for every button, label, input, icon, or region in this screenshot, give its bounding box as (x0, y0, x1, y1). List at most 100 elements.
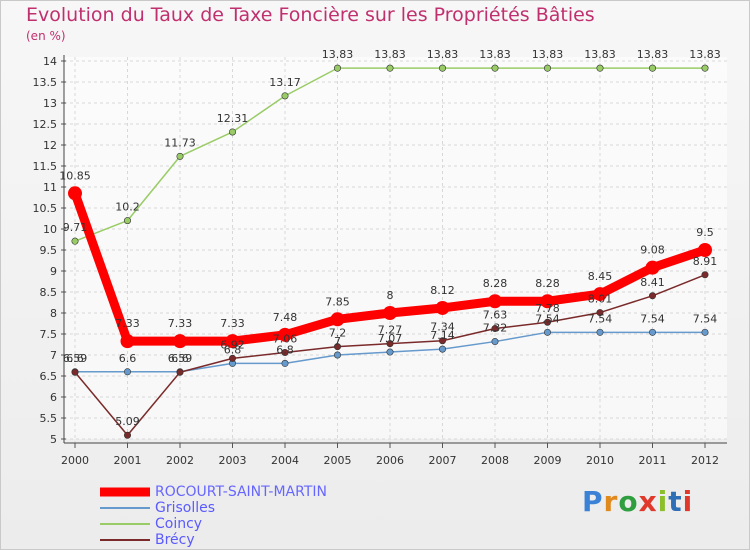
data-point (229, 354, 237, 362)
data-point (488, 294, 502, 309)
data-point (281, 359, 289, 367)
data-point (386, 348, 394, 356)
data-label: 7.54 (693, 312, 718, 325)
data-label: 8.28 (535, 277, 560, 290)
logo-letter: i (682, 485, 694, 518)
data-label: 6.6 (66, 352, 84, 365)
data-label: 13.83 (584, 48, 616, 61)
data-point (438, 64, 446, 72)
data-point (124, 431, 132, 439)
y-tick-label: 10 (43, 223, 57, 236)
data-label: 7.48 (273, 311, 298, 324)
data-point (71, 368, 79, 376)
data-label: 13.83 (427, 48, 459, 61)
data-point (701, 328, 709, 336)
proxiti-logo: Proxiti (582, 485, 693, 518)
data-point (281, 348, 289, 356)
data-point (278, 327, 292, 342)
y-tick-label: 11.5 (33, 160, 58, 173)
legend: ROCOURT-SAINT-MARTIN Grisolles Coincy Brécy (100, 484, 420, 548)
data-label: 13.83 (374, 48, 406, 61)
data-point (120, 334, 135, 349)
legend-swatch (100, 539, 150, 541)
data-label: 12.31 (217, 112, 249, 125)
data-point (596, 328, 604, 336)
legend-swatch (100, 523, 150, 525)
data-point (173, 334, 187, 349)
legend-label: ROCOURT-SAINT-MARTIN (155, 484, 327, 500)
data-point (491, 338, 499, 346)
data-label: 13.17 (269, 76, 301, 89)
y-tick-label: 8.5 (40, 286, 58, 299)
data-point (596, 309, 604, 317)
logo-letter: x (638, 485, 658, 518)
data-label: 7.54 (535, 312, 560, 325)
y-tick-label: 9 (50, 265, 57, 278)
data-label: 10.85 (59, 169, 91, 182)
data-label: 8.45 (588, 270, 613, 283)
y-tick-label: 11 (43, 181, 57, 194)
data-label: 7.33 (115, 317, 140, 330)
data-point (648, 328, 656, 336)
legend-item: Brécy (100, 532, 420, 548)
y-tick-label: 8 (50, 307, 57, 320)
data-label: 13.83 (322, 48, 354, 61)
data-point (124, 368, 132, 376)
data-point (333, 64, 341, 72)
data-label: 7.27 (378, 324, 403, 337)
y-tick-label: 5.5 (40, 412, 58, 425)
x-tick-label: 2005 (324, 454, 352, 467)
legend-swatch (100, 487, 150, 497)
data-point (543, 318, 551, 326)
data-label: 9.08 (640, 244, 665, 257)
x-tick-label: 2000 (61, 454, 89, 467)
data-label: 7.14 (430, 329, 455, 342)
data-label: 6.8 (276, 343, 294, 356)
x-tick-label: 2002 (166, 454, 194, 467)
x-tick-label: 2006 (376, 454, 404, 467)
logo-letter: i (657, 485, 669, 518)
data-label: 11.73 (164, 136, 196, 149)
legend-item: Grisolles (100, 500, 420, 516)
data-label: 6.6 (171, 352, 189, 365)
data-point (229, 128, 237, 136)
logo-letter: P (582, 485, 604, 518)
data-point (701, 64, 709, 72)
data-point (543, 64, 551, 72)
data-label: 13.83 (637, 48, 669, 61)
logo-letter: r (603, 485, 619, 518)
data-label: 6.8 (224, 343, 242, 356)
legend-label: Grisolles (155, 500, 216, 516)
data-label: 7.07 (378, 332, 403, 345)
data-point (648, 64, 656, 72)
data-point (540, 294, 555, 309)
data-point (386, 64, 394, 72)
y-tick-label: 12.5 (33, 118, 58, 131)
data-point (386, 340, 394, 348)
legend-item: ROCOURT-SAINT-MARTIN (100, 484, 420, 500)
x-tick-label: 2003 (219, 454, 247, 467)
data-point (593, 287, 607, 302)
data-label: 7.32 (483, 322, 508, 335)
data-point (333, 351, 341, 359)
data-label: 7.85 (325, 295, 350, 308)
data-point (596, 64, 604, 72)
chart-title: Evolution du Taux de Taxe Foncière sur l… (26, 4, 595, 26)
y-tick-label: 5 (50, 433, 57, 446)
data-point (648, 292, 656, 300)
x-tick-label: 2009 (534, 454, 562, 467)
data-point (543, 328, 551, 336)
legend-item: Coincy (100, 516, 420, 532)
data-point (330, 312, 345, 327)
data-point (383, 306, 397, 320)
x-tick-label: 2007 (429, 454, 457, 467)
data-point (176, 368, 184, 376)
data-point (438, 337, 446, 345)
data-label: 7 (334, 335, 341, 348)
data-point (698, 243, 712, 257)
data-label: 6.92 (220, 338, 245, 351)
y-tick-label: 14 (43, 55, 57, 68)
data-point (491, 64, 499, 72)
data-point (491, 325, 499, 333)
